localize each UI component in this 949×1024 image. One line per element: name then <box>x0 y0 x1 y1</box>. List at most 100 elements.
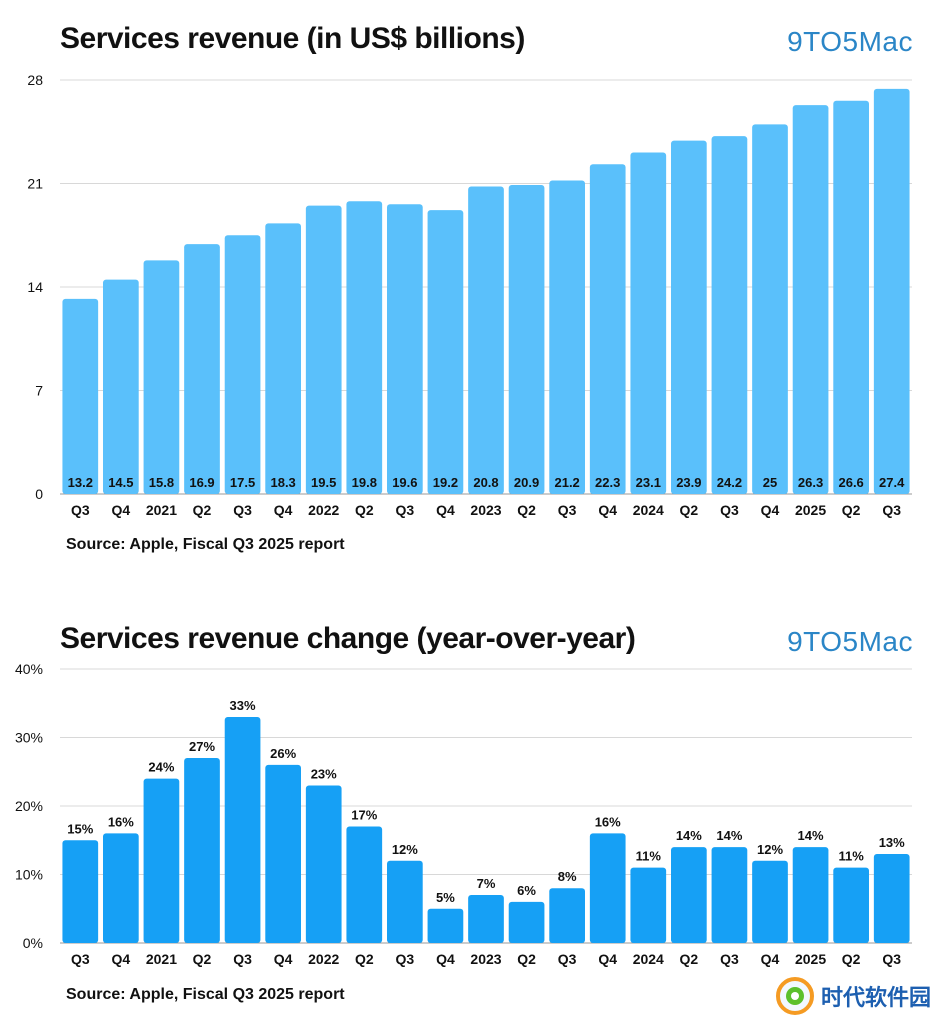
x-tick-label: Q3 <box>396 502 415 518</box>
bar <box>305 205 342 494</box>
x-tick-label: Q3 <box>71 951 90 967</box>
data-label: 20.9 <box>514 475 539 490</box>
x-tick-label: Q2 <box>355 502 374 518</box>
brand-logo: 9TO5Mac <box>787 626 913 657</box>
bar <box>184 758 220 943</box>
y-tick-label: 0% <box>23 935 43 951</box>
data-label: 16% <box>108 814 134 829</box>
bar <box>346 201 383 494</box>
x-tick-label: 2023 <box>470 951 501 967</box>
data-label: 19.5 <box>311 475 336 490</box>
bar <box>873 853 910 943</box>
bar <box>305 785 342 943</box>
data-label: 13% <box>879 835 905 850</box>
data-label: 26% <box>270 746 296 761</box>
bar <box>833 867 869 943</box>
data-label: 16.9 <box>189 475 214 490</box>
x-tick-label: Q4 <box>761 502 780 518</box>
x-tick-label: Q3 <box>882 502 901 518</box>
data-label: 14% <box>676 828 702 843</box>
x-tick-label: Q2 <box>517 951 536 967</box>
x-tick-label: 2025 <box>795 951 826 967</box>
bar <box>752 860 788 943</box>
watermark-text: 时代软件园 <box>820 986 931 1011</box>
x-tick-label: Q3 <box>71 502 90 518</box>
bar <box>630 867 667 943</box>
bar <box>508 184 545 494</box>
bar <box>265 764 301 943</box>
data-label: 33% <box>230 698 256 713</box>
bar <box>427 210 464 494</box>
watermark: 时代软件园 <box>775 976 931 1016</box>
bar <box>792 105 829 494</box>
x-tick-label: Q2 <box>842 502 861 518</box>
revenue-chart-panel: Services revenue (in US$ billions) 9TO5M… <box>27 22 913 553</box>
x-tick-label: Q4 <box>761 951 780 967</box>
y-tick-label: 28 <box>27 72 43 88</box>
bar <box>143 778 180 943</box>
x-tick-label: Q3 <box>882 951 901 967</box>
bar <box>387 860 423 943</box>
data-label: 25 <box>763 475 777 490</box>
bar <box>671 140 707 494</box>
x-tick-label: Q2 <box>193 951 212 967</box>
bar <box>549 180 585 495</box>
bar <box>387 204 423 494</box>
x-tick-label: Q3 <box>720 951 739 967</box>
data-label: 12% <box>392 842 418 857</box>
data-label: 6% <box>517 883 536 898</box>
data-label: 22.3 <box>595 475 620 490</box>
y-tick-label: 20% <box>15 798 43 814</box>
data-label: 11% <box>838 849 864 864</box>
x-tick-label: Q3 <box>558 502 577 518</box>
x-tick-label: Q2 <box>842 951 861 967</box>
bar <box>792 847 829 943</box>
data-label: 12% <box>757 842 783 857</box>
y-tick-label: 40% <box>15 661 43 677</box>
brand-logo: 9TO5Mac <box>787 26 913 57</box>
bar <box>630 152 667 494</box>
x-tick-label: Q4 <box>274 502 293 518</box>
data-label: 23.9 <box>676 475 701 490</box>
y-tick-label: 14 <box>27 279 43 295</box>
data-label: 23.1 <box>636 475 661 490</box>
data-label: 18.3 <box>270 475 295 490</box>
bar <box>62 298 99 494</box>
bar <box>184 244 220 494</box>
data-label: 14% <box>798 828 824 843</box>
growth-chart-panel: Services revenue change (year-over-year)… <box>0 600 949 1020</box>
chart-title: Services revenue change (year-over-year) <box>60 622 636 655</box>
data-label: 15% <box>67 821 93 836</box>
data-label: 24% <box>148 760 174 775</box>
x-tick-label: Q4 <box>112 951 131 967</box>
bar <box>143 260 180 494</box>
x-tick-label: Q4 <box>274 951 293 967</box>
bar <box>62 840 99 943</box>
bar <box>711 136 748 494</box>
x-tick-label: Q3 <box>558 951 577 967</box>
data-label: 7% <box>477 876 496 891</box>
data-label: 19.6 <box>392 475 417 490</box>
bar <box>589 833 626 943</box>
x-tick-label: 2024 <box>633 951 664 967</box>
bar <box>589 164 626 494</box>
x-tick-label: Q3 <box>396 951 415 967</box>
x-tick-label: Q2 <box>517 502 536 518</box>
watermark-logo-icon <box>775 977 814 1015</box>
x-tick-label: Q3 <box>233 502 252 518</box>
x-tick-label: Q4 <box>112 502 131 518</box>
y-tick-label: 10% <box>15 867 43 883</box>
bar <box>346 826 383 943</box>
x-tick-label: Q4 <box>436 502 455 518</box>
data-label: 8% <box>558 869 577 884</box>
bar <box>427 908 464 943</box>
bar <box>103 833 139 943</box>
y-tick-label: 21 <box>27 176 43 192</box>
data-label: 11% <box>636 849 662 864</box>
data-label: 24.2 <box>717 475 742 490</box>
x-tick-label: 2021 <box>146 502 177 518</box>
data-label: 26.6 <box>838 475 863 490</box>
x-tick-label: 2024 <box>633 502 664 518</box>
bar <box>873 88 910 494</box>
bar <box>103 279 139 494</box>
